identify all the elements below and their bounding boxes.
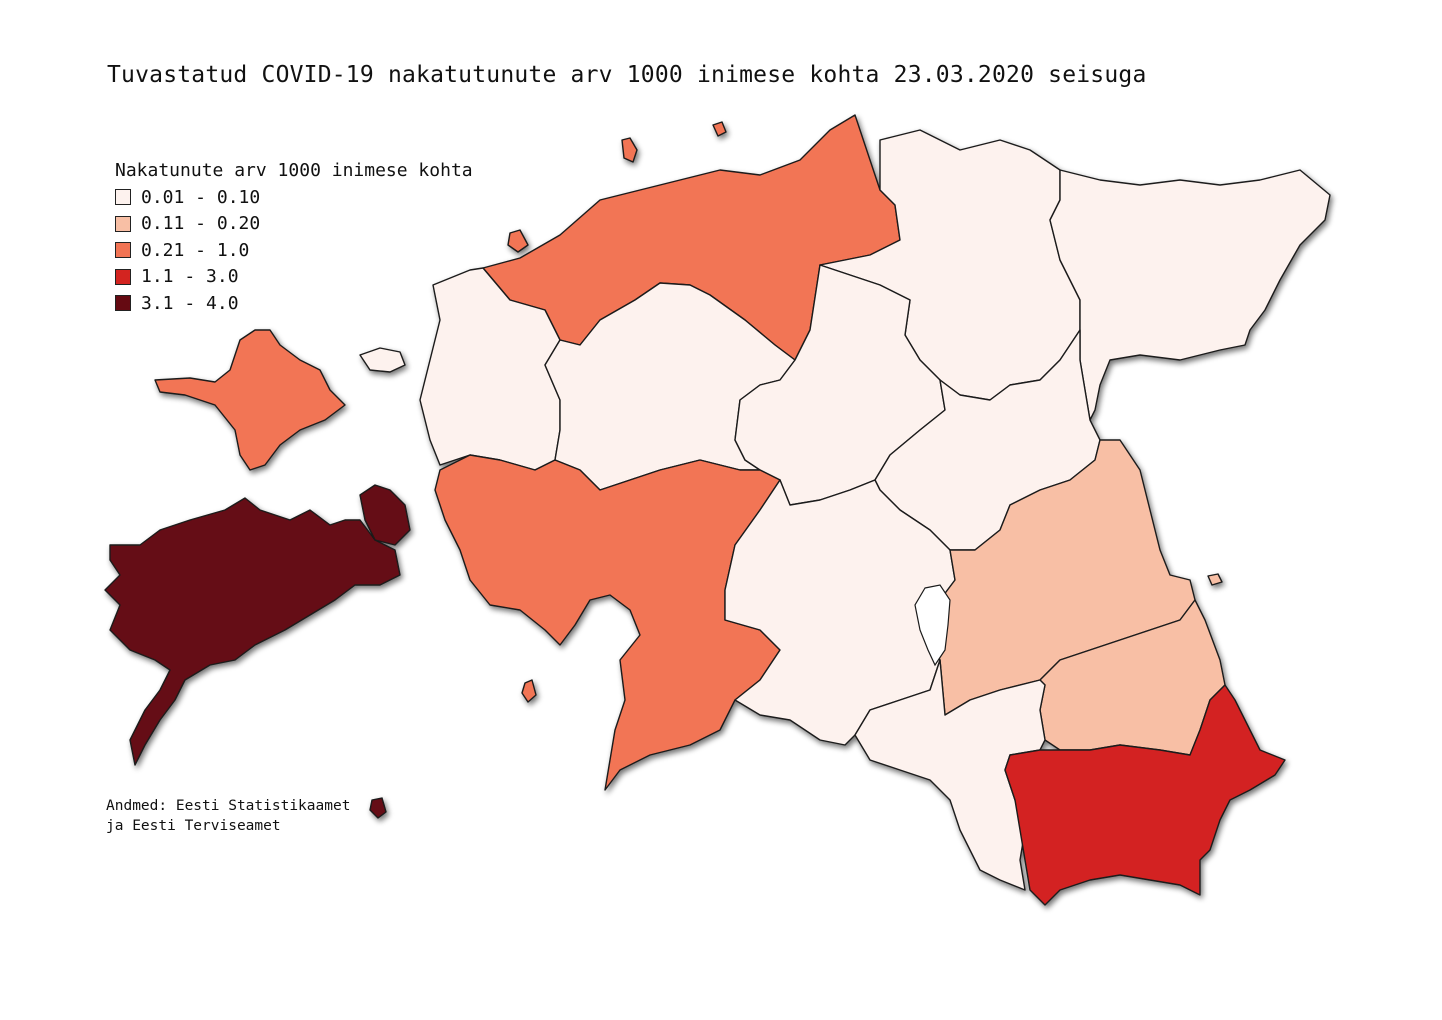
region-saaremaa[interactable] [104,497,401,766]
legend-label: 3.1 - 4.0 [141,292,239,314]
region-island-prangli[interactable] [712,121,727,137]
legend-label: 0.11 - 0.20 [141,213,261,235]
legend-item: 0.11 - 0.20 [115,211,473,238]
region-vorumaa[interactable] [1004,684,1286,906]
legend-title: Nakatunute arv 1000 inimese kohta [115,160,473,181]
source-line-2: ja Eesti Terviseamet [106,818,281,834]
legend-item: 0.01 - 0.10 [115,184,473,211]
region-piirissaar[interactable] [1207,573,1223,586]
legend-swatch [115,295,131,312]
region-muhu[interactable] [359,484,411,546]
region-ida-virumaa[interactable] [1049,169,1331,421]
legend-item: 3.1 - 4.0 [115,290,473,317]
region-vormsi[interactable] [359,347,406,373]
legend-swatch [115,215,131,232]
legend-swatch [115,189,131,206]
legend: Nakatunute arv 1000 inimese kohta 0.01 -… [115,160,473,317]
legend-item: 1.1 - 3.0 [115,264,473,291]
region-island-aegna[interactable] [507,229,529,253]
source-line-1: Andmed: Eesti Statistikaamet [106,798,351,814]
region-ruhnu[interactable] [369,797,387,819]
legend-label: 1.1 - 3.0 [141,266,239,288]
legend-item: 0.21 - 1.0 [115,237,473,264]
region-kihnu[interactable] [521,679,537,703]
legend-label: 0.01 - 0.10 [141,186,261,208]
region-hiiumaa[interactable] [154,329,346,471]
region-parnumaa[interactable] [434,454,781,791]
legend-label: 0.21 - 1.0 [141,239,250,261]
legend-swatch [115,242,131,259]
region-island-naissaar[interactable] [621,137,638,163]
lake-vortsjarv [914,584,951,667]
legend-swatch [115,268,131,285]
data-source: Andmed: Eesti Statistikaamet ja Eesti Te… [106,796,350,836]
map-title: Tuvastatud COVID-19 nakatutunute arv 100… [107,62,1147,88]
